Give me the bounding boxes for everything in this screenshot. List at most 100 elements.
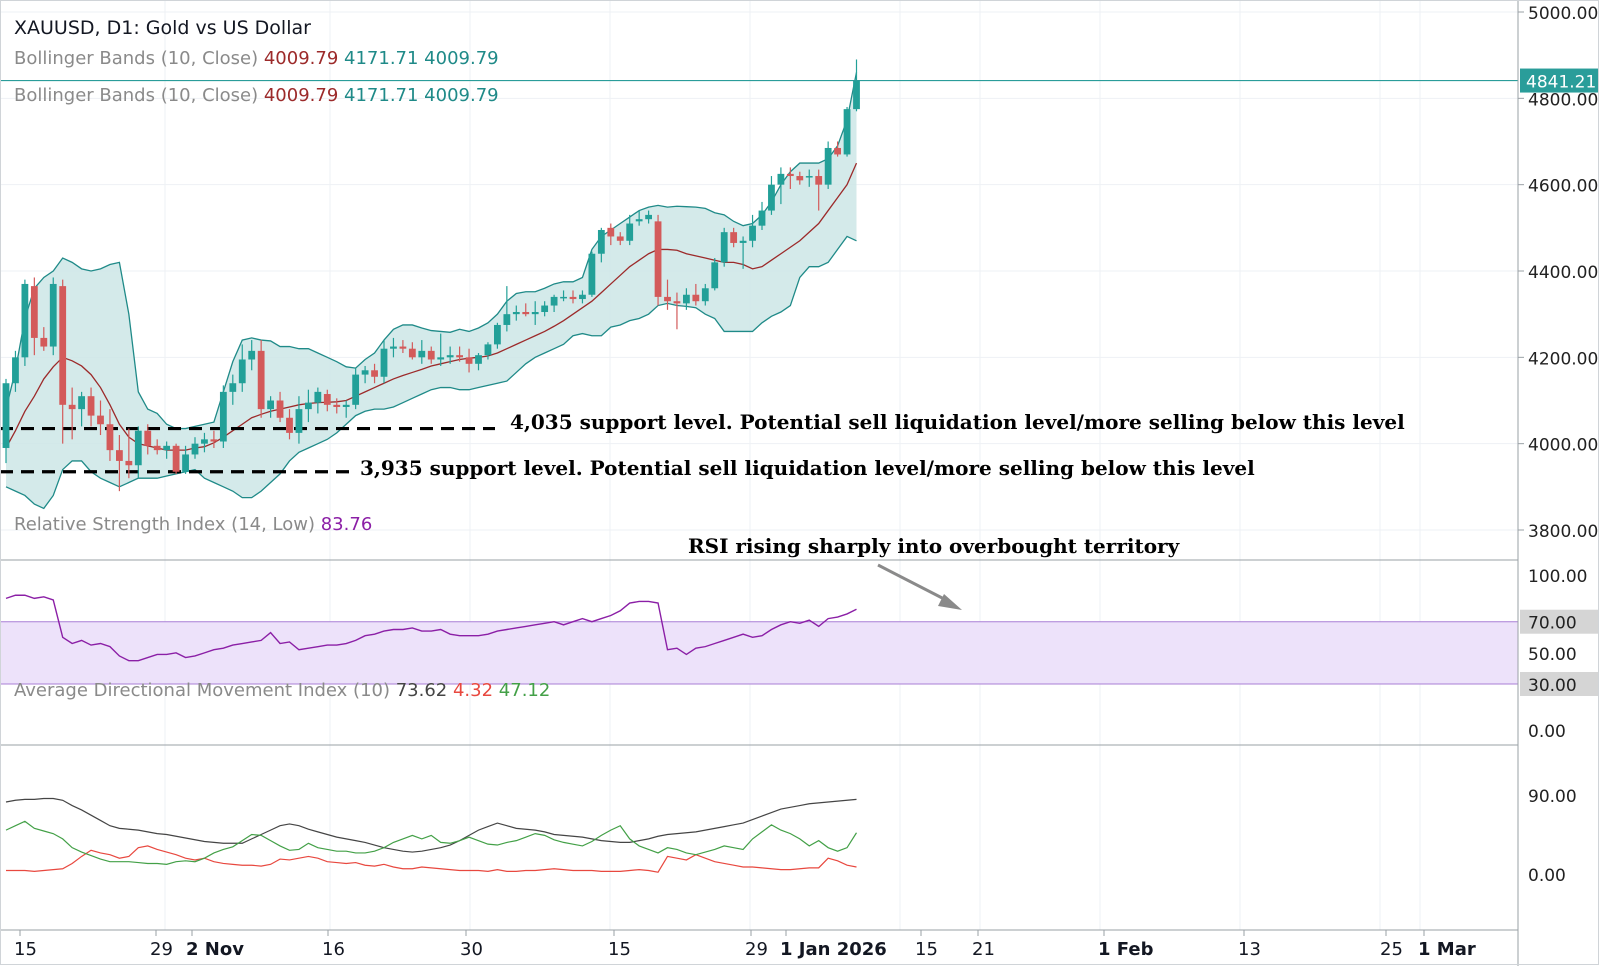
candle-body (607, 227, 615, 237)
candle-body (333, 404, 341, 407)
price-tick-label: 3800.00 (1528, 522, 1598, 542)
candle-body (267, 400, 274, 410)
candle-body (248, 350, 256, 360)
time-tick-label: 15 (608, 939, 631, 960)
price-tick-label: 5000.00 (1528, 4, 1598, 24)
price-tick-label: 4800.00 (1528, 90, 1598, 110)
candle-body (68, 404, 76, 410)
time-tick-label: 15 (14, 939, 37, 960)
candle-body (210, 439, 218, 442)
time-tick-label: 1 Feb (1098, 939, 1154, 960)
labels: XAUUSD, D1: Gold vs US Dollar Bollinger B… (14, 4, 1598, 960)
candle-body (701, 288, 709, 302)
candle-body (238, 359, 246, 384)
candle-body (78, 396, 85, 410)
candle-body (134, 430, 142, 466)
candles (0, 59, 1518, 492)
candle-body (777, 173, 785, 185)
candle-body (219, 391, 227, 442)
annotation-arrow-shaft (877, 563, 951, 604)
candle-body (597, 229, 605, 254)
candle-body (494, 324, 501, 345)
candle-body (49, 283, 57, 347)
plus-di-line (5, 820, 858, 865)
candle-body (125, 460, 133, 466)
time-tick-label: 1 Jan 2026 (780, 939, 887, 960)
candle-body (569, 296, 577, 300)
time-tick-label: 21 (972, 939, 995, 960)
candle-body (758, 210, 766, 226)
candle-body (12, 357, 19, 384)
annotation-arrow-head (938, 594, 962, 610)
rsi-level-badge (1520, 672, 1598, 696)
candle-body (512, 312, 520, 315)
adx-line (5, 797, 857, 853)
price-tick-label: 4200.00 (1528, 349, 1598, 369)
time-tick-label: 15 (915, 939, 938, 960)
candle-body (371, 370, 378, 377)
rsi-level-badge (1520, 609, 1598, 634)
bollinger-legend: Bollinger Bands (10, Close) 4009.79 4171… (14, 48, 499, 69)
candle-body (2, 383, 10, 448)
candle-body (635, 219, 643, 222)
bollinger-upper-line (5, 72, 858, 430)
price-tick-label: 4400.00 (1528, 263, 1598, 283)
candle-body (786, 173, 794, 177)
candle-body (626, 223, 634, 241)
candle-body (475, 355, 482, 364)
candle-body (692, 294, 700, 302)
rsi-band (0, 621, 1518, 685)
candle-body (286, 417, 293, 433)
time-tick-label: 2 Nov (186, 939, 244, 960)
candle-body (654, 221, 662, 297)
candle-body (815, 176, 823, 185)
candle-body (749, 225, 756, 241)
time-tick-label: 13 (1238, 939, 1261, 960)
price-tick-label: 4600.00 (1528, 177, 1598, 197)
candle-body (314, 391, 322, 403)
candle-body (97, 415, 104, 425)
candle-body (805, 176, 813, 178)
candle-body (645, 214, 652, 220)
bollinger-lower-line (5, 235, 857, 510)
candle-body (427, 350, 435, 360)
support-annotation-1: 3,935 support level. Potential sell liqu… (360, 456, 1255, 480)
candle-body (437, 357, 445, 360)
candle-body (739, 240, 747, 243)
candle-body (796, 176, 804, 181)
candle-body (153, 445, 161, 451)
candle-body (116, 450, 123, 461)
candle-body (541, 305, 549, 313)
candle-body (342, 404, 350, 407)
minus-di-line (6, 845, 857, 873)
candle-body (616, 236, 624, 241)
candle-body (191, 443, 199, 455)
candle-body (323, 394, 331, 405)
candle-body (834, 147, 841, 155)
candle-body (144, 430, 152, 446)
time-tick-label: 1 Mar (1418, 939, 1476, 960)
time-tick-label: 16 (322, 939, 345, 960)
rsi-legend: Relative Strength Index (14, Low) 83.76 (14, 514, 372, 535)
price-tick-label: 4000.00 (1528, 436, 1598, 456)
candle-body (182, 454, 189, 472)
candle-body (295, 409, 303, 433)
candle-body (59, 286, 67, 405)
candle-body (201, 439, 208, 444)
chart-title: XAUUSD, D1: Gold vs US Dollar (14, 17, 311, 39)
rsi-tick-label: 100.00 (1528, 567, 1587, 587)
candle-body (30, 286, 38, 338)
candle-body (484, 344, 492, 356)
candle-body (408, 348, 416, 358)
candle-body (87, 396, 95, 416)
rsi-series (5, 594, 857, 662)
candle-body (352, 374, 360, 405)
time-tick-label: 29 (745, 939, 768, 960)
adx-tick-label: 90.00 (1528, 787, 1577, 807)
support-annotation-0: 4,035 support level. Potential sell liqu… (510, 410, 1405, 434)
candle-body (531, 312, 539, 315)
candle-body (399, 346, 407, 349)
